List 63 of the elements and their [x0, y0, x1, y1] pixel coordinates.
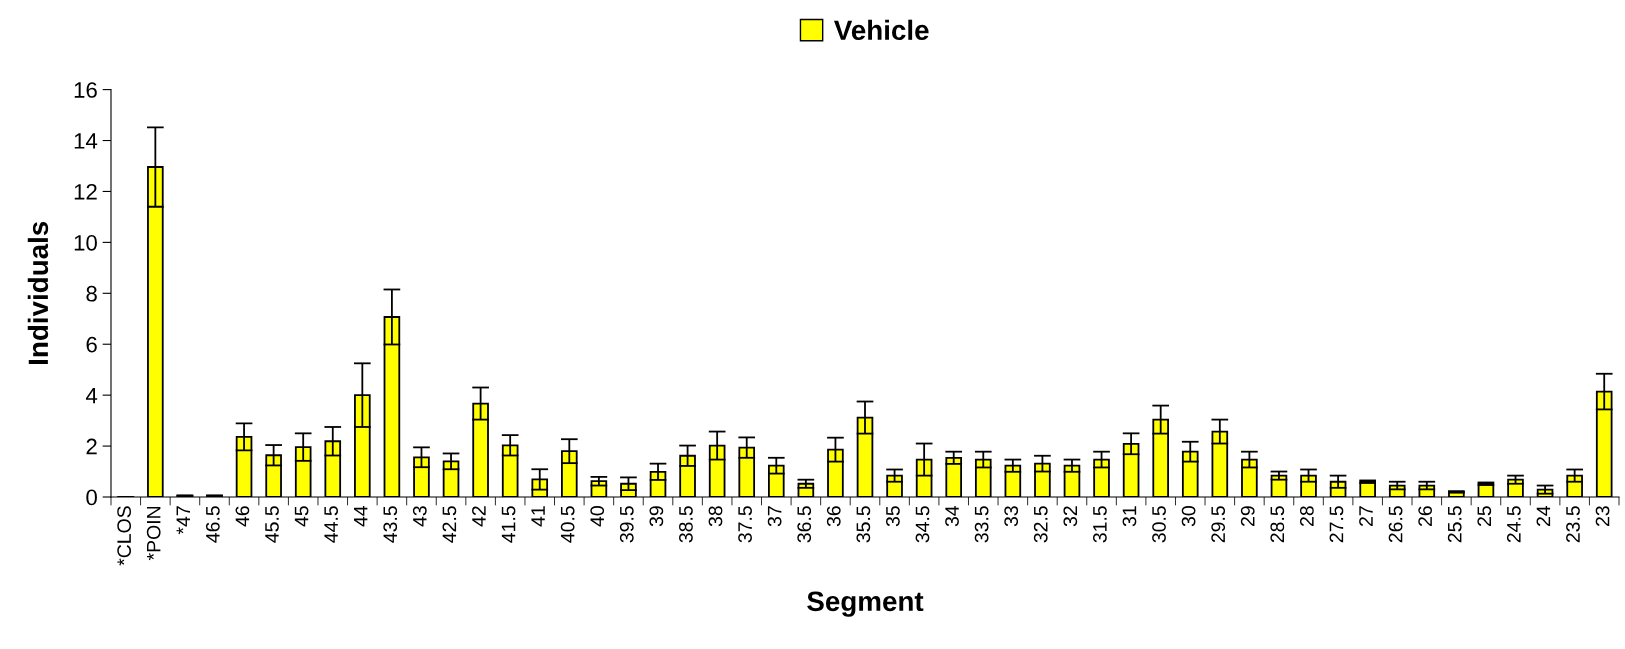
x-tick-label: 32: [1063, 506, 1078, 527]
x-tick-label: 44: [353, 505, 368, 527]
x-tick-label: 40: [590, 506, 605, 527]
y-tick-label: 14: [74, 133, 98, 149]
y-tick-label: 12: [74, 183, 97, 200]
x-tick-label: 29.5: [1211, 506, 1226, 543]
y-tick-label: 16: [74, 82, 97, 98]
x-tick-label: 35.5: [856, 506, 871, 543]
x-tick-label: 33: [1004, 506, 1019, 527]
x-tick-label: 41: [531, 506, 545, 527]
y-tick-label: 4: [85, 387, 98, 404]
x-tick-label: 30.5: [1152, 506, 1166, 543]
y-tick-label: 10: [74, 234, 97, 251]
x-tick-label: 33.5: [974, 506, 989, 543]
x-tick-label: 27.5: [1329, 506, 1344, 543]
x-tick-label: 43: [412, 506, 427, 527]
x-tick-label: 45: [294, 506, 309, 527]
x-tick-label: 26: [1418, 506, 1433, 526]
x-tick-label: 32.5: [1033, 506, 1048, 543]
x-tick-label: 31: [1122, 506, 1137, 527]
y-tick-label: 8: [86, 285, 97, 302]
x-tick-label: 37.5: [738, 506, 752, 543]
legend-label: Vehicle: [833, 19, 929, 41]
x-tick-label: 36: [826, 506, 841, 527]
x-tick-label: 36.5: [797, 506, 812, 543]
x-tick-label: 35: [886, 506, 900, 527]
x-tick-label: 39: [649, 506, 664, 527]
x-tick-label: 39.5: [619, 506, 634, 543]
x-tick-label: 27: [1359, 506, 1373, 526]
x-tick-label: 23.5: [1566, 506, 1580, 543]
x-tick-label: *47: [176, 506, 190, 535]
y-tick-label: 6: [86, 336, 97, 353]
x-tick-label: 38: [708, 506, 723, 527]
x-tick-label: 45.5: [265, 506, 279, 543]
y-tick-label: 0: [86, 489, 97, 506]
x-tick-label: 26.5: [1388, 506, 1403, 543]
x-tick-label: 31.5: [1093, 506, 1107, 543]
x-tick-label: 23: [1595, 506, 1610, 526]
x-tick-label: 25.5: [1447, 506, 1462, 543]
x-tick-label: 25: [1477, 506, 1492, 526]
x-tick-label: 43.5: [383, 506, 398, 543]
x-tick-label: 44.5: [324, 506, 338, 543]
x-tick-label: 30: [1181, 506, 1196, 527]
x-tick-label: 42: [472, 506, 486, 527]
x-tick-label: 34: [945, 505, 959, 527]
y-tick-label: 2: [86, 438, 97, 455]
x-tick-label: 38.5: [679, 506, 693, 543]
x-tick-label: 40.5: [560, 506, 575, 543]
x-tick-label: *CLOS: [117, 506, 131, 566]
x-tick-label: 29: [1240, 506, 1255, 526]
x-tick-label: 46: [235, 506, 250, 527]
y-axis-title: Individuals: [27, 221, 49, 364]
x-tick-label: *POIN: [146, 506, 161, 561]
x-tick-label: 37: [767, 506, 782, 527]
x-tick-label: 42.5: [442, 506, 457, 543]
x-axis-title: Segment: [807, 591, 924, 617]
x-tick-label: 24.5: [1506, 506, 1521, 543]
x-tick-label: 28: [1299, 506, 1314, 526]
x-tick-label: 46.5: [205, 506, 220, 543]
x-tick-label: 28.5: [1270, 506, 1285, 543]
x-tick-label: 24: [1536, 505, 1551, 526]
x-tick-label: 41.5: [501, 506, 516, 543]
x-tick-label: 34.5: [915, 506, 930, 543]
